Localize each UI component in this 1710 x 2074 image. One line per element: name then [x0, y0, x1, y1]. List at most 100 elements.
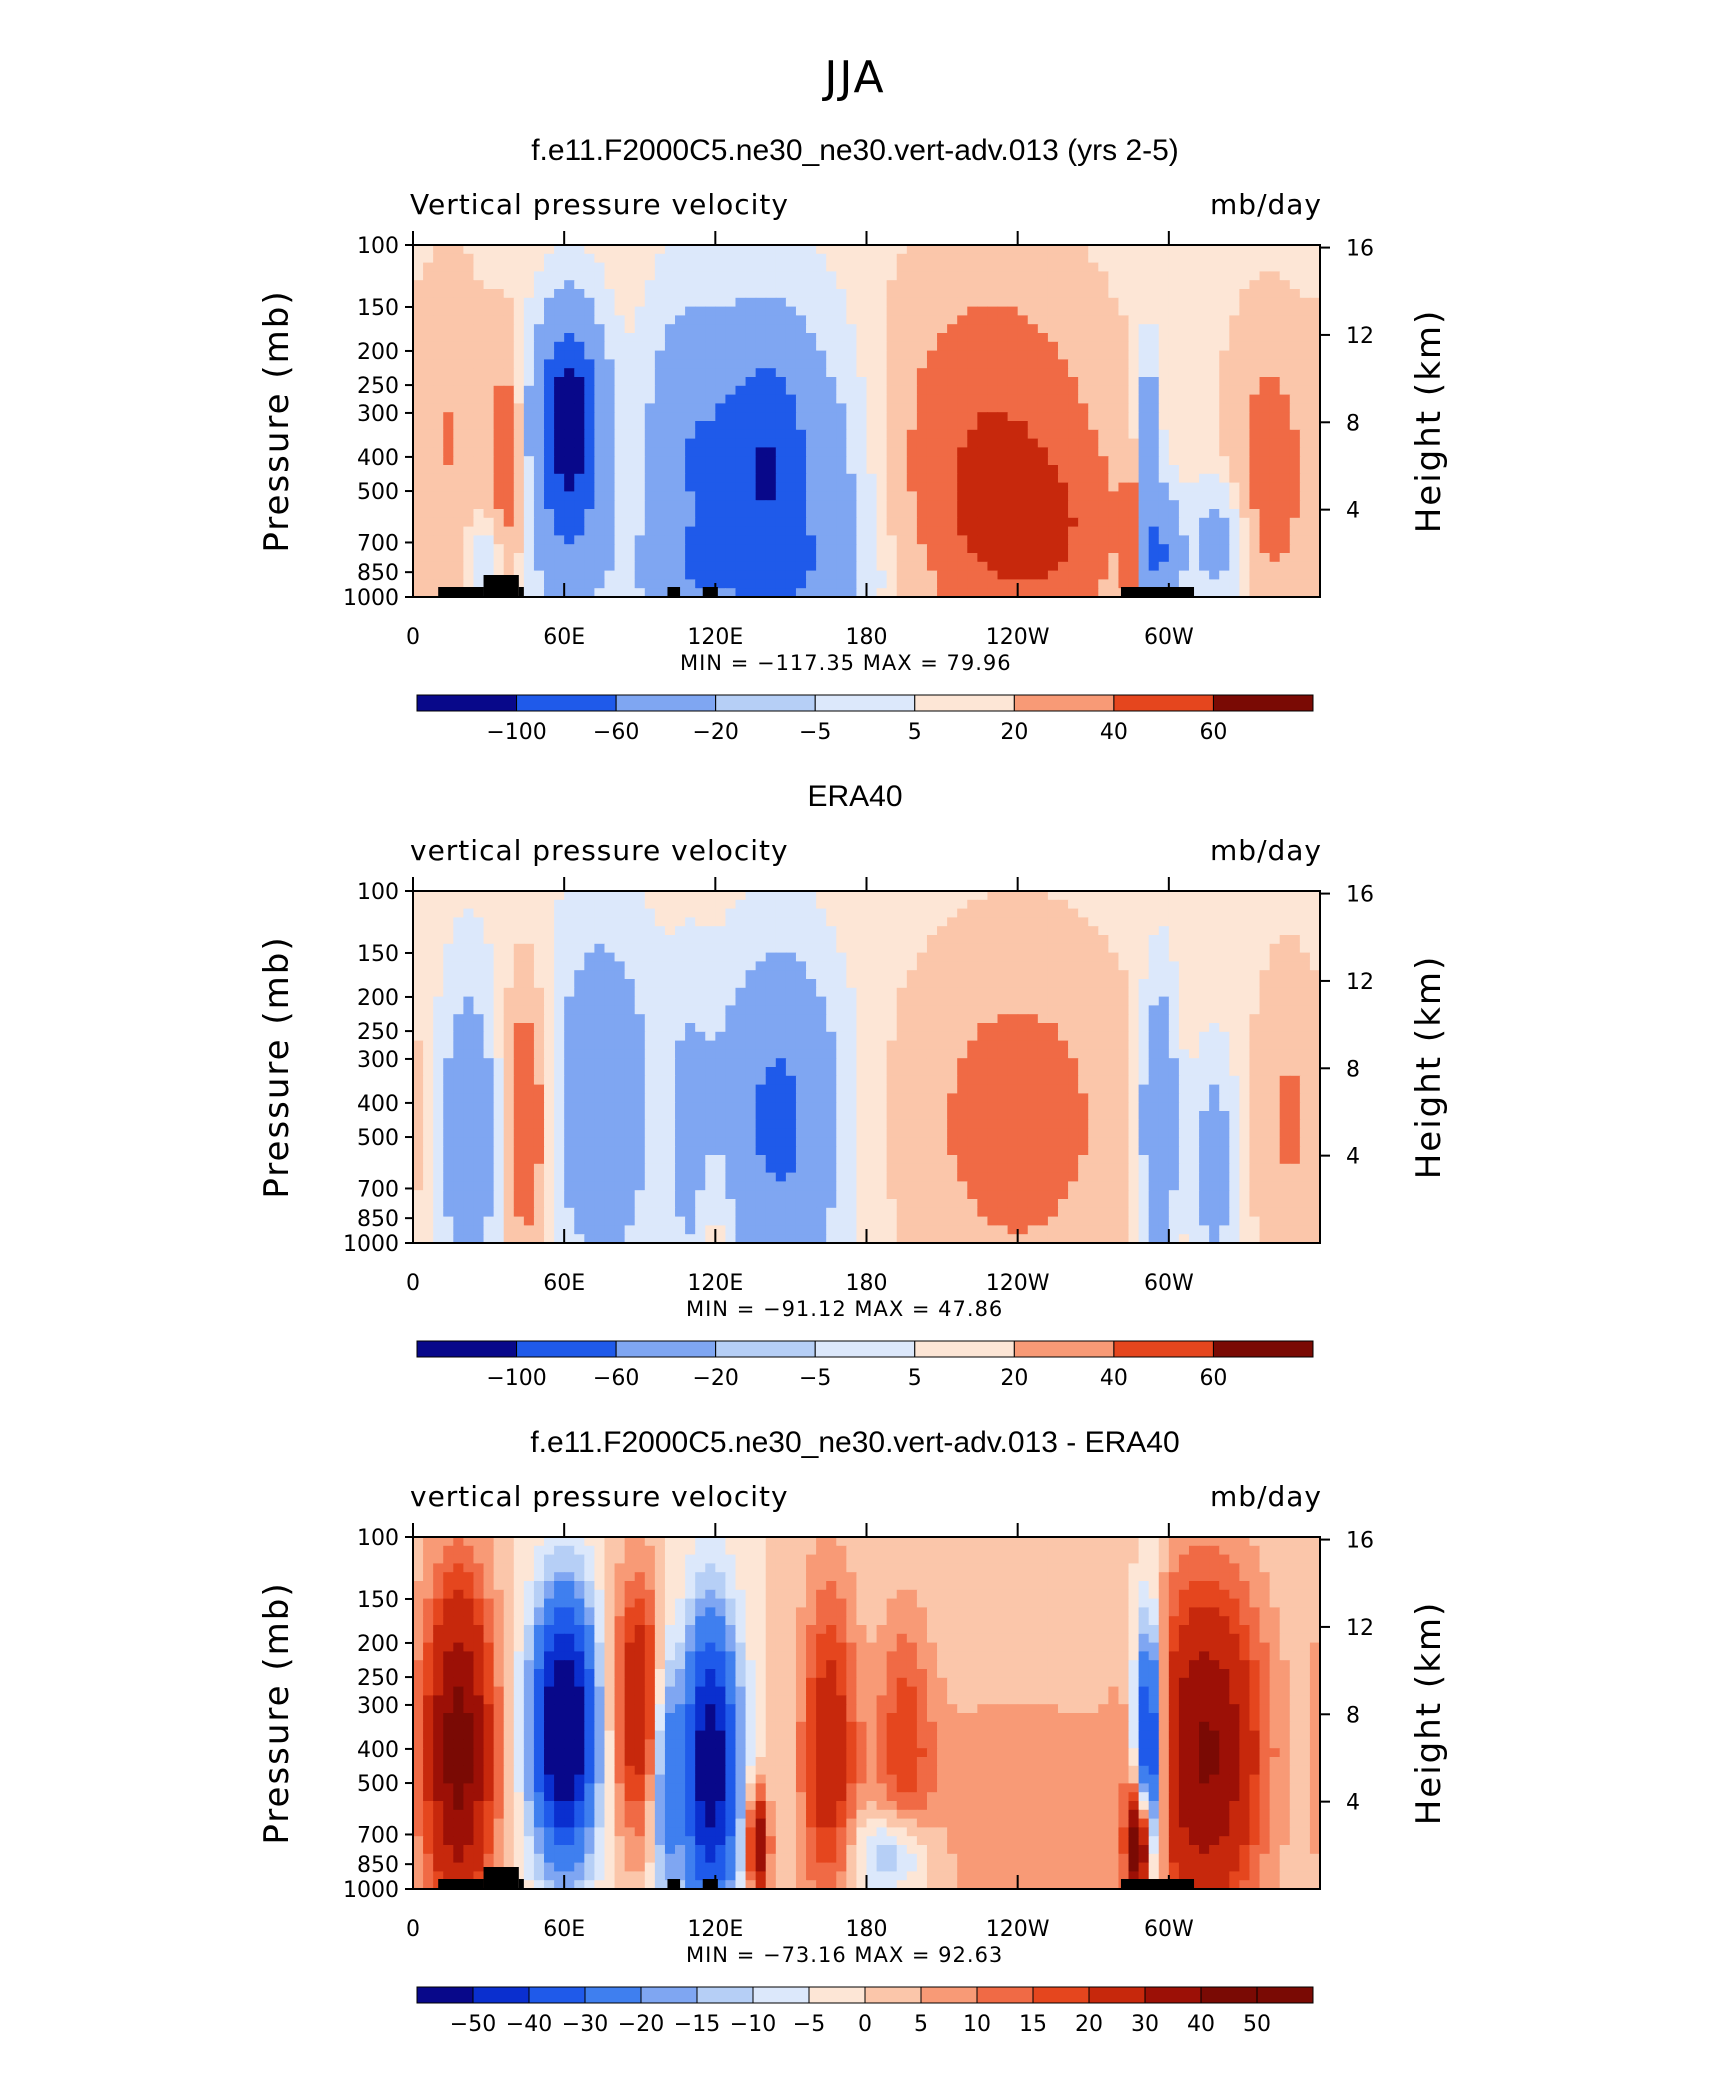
heatmap-cell: [1219, 333, 1230, 343]
heatmap-cell: [614, 289, 626, 299]
heatmap-cell: [503, 561, 515, 572]
heatmap-cell: [937, 917, 948, 927]
heatmap-cell: [715, 412, 727, 422]
heatmap-cell: [1229, 394, 1240, 404]
heatmap-cell: [453, 447, 464, 457]
heatmap-cell: [695, 403, 706, 413]
heatmap-cell: [1148, 535, 1160, 545]
heatmap-cell: [937, 447, 948, 457]
heatmap-cell: [876, 926, 888, 936]
heatmap-cell: [1158, 324, 1170, 334]
heatmap-cell: [554, 412, 565, 422]
heatmap-cell: [644, 368, 656, 378]
heatmap-cell: [1289, 447, 1301, 457]
heatmap-cell: [957, 935, 968, 945]
heatmap-cell: [1289, 412, 1301, 422]
heatmap-cell: [906, 473, 918, 484]
heatmap-cell: [614, 891, 626, 901]
heatmap-cell: [1027, 385, 1039, 396]
heatmap-cell: [735, 385, 747, 396]
heatmap-cell: [1299, 561, 1311, 572]
heatmap-cell: [1289, 917, 1301, 927]
heatmap-cell: [1168, 961, 1180, 971]
heatmap-cell: [443, 253, 454, 264]
heatmap-cell: [1239, 412, 1251, 422]
heatmap-cell: [1309, 341, 1321, 352]
heatmap-cell: [1299, 377, 1311, 387]
heatmap-cell: [473, 359, 485, 369]
heatmap-cell: [916, 315, 928, 325]
heatmap-cell: [423, 368, 434, 378]
heatmap-cell: [755, 297, 767, 308]
heatmap-cell: [1178, 553, 1190, 563]
heatmap-cell: [1289, 315, 1301, 325]
panel-2-min-max: MIN = −91.12 MAX = 47.86: [686, 1297, 1004, 1321]
heatmap-cell: [503, 917, 515, 927]
heatmap-cell: [715, 1005, 727, 1015]
pressure-tick-label: 200: [357, 340, 399, 365]
heatmap-cell: [765, 509, 777, 519]
heatmap-cell: [584, 926, 595, 936]
heatmap-cell: [967, 315, 978, 325]
heatmap-cell: [1259, 324, 1271, 334]
heatmap-cell: [554, 561, 565, 572]
heatmap-cell: [1299, 509, 1311, 519]
heatmap-cell: [1289, 368, 1301, 378]
heatmap-cell: [1007, 517, 1019, 528]
heatmap-cell: [463, 359, 475, 369]
heatmap-cell: [614, 403, 626, 413]
heatmap-cell: [544, 324, 555, 334]
heatmap-cell: [886, 377, 898, 387]
heatmap-cell: [675, 535, 686, 545]
heatmap-cell: [735, 324, 747, 334]
heatmap-cell: [1088, 412, 1099, 422]
heatmap-cell: [1138, 526, 1150, 536]
heatmap-cell: [1188, 979, 1200, 989]
heatmap-cell: [604, 553, 616, 563]
heatmap-cell: [896, 429, 908, 440]
heatmap-cell: [503, 926, 515, 936]
heatmap-cell: [1168, 271, 1180, 281]
heatmap-cell: [685, 544, 696, 554]
heatmap-cell: [765, 561, 777, 572]
heatmap-cell: [876, 570, 888, 580]
heatmap-cell: [725, 952, 737, 962]
heatmap-cell: [1088, 429, 1099, 440]
heatmap-cell: [947, 1005, 958, 1015]
heatmap-cell: [1269, 324, 1281, 334]
heatmap-cell: [1168, 306, 1180, 316]
heatmap-cell: [1249, 996, 1261, 1006]
heatmap-cell: [1209, 891, 1220, 901]
heatmap-cell: [1027, 262, 1039, 272]
heatmap-cell: [473, 561, 485, 572]
longitude-tick-label: 120W: [986, 625, 1050, 650]
heatmap-cell: [473, 544, 485, 554]
heatmap-cell: [1027, 1005, 1039, 1015]
heatmap-cells: [413, 891, 1321, 1244]
heatmap-cell: [1239, 526, 1251, 536]
heatmap-cell: [826, 377, 837, 387]
heatmap-cell: [634, 350, 646, 360]
heatmap-cell: [896, 899, 908, 910]
heatmap-cell: [886, 1014, 898, 1024]
heatmap-cell: [1047, 333, 1059, 343]
heatmap-cell: [554, 491, 565, 501]
heatmap-cell: [695, 1005, 706, 1015]
heatmap-cell: [906, 359, 918, 369]
heatmap-cell: [705, 917, 716, 927]
heatmap-cell: [1098, 333, 1109, 343]
heatmap-cell: [1209, 917, 1220, 927]
heatmap-cell: [1259, 289, 1271, 299]
heatmap-cell: [1037, 935, 1049, 945]
heatmap-cell: [685, 935, 696, 945]
heatmap-cell: [1037, 961, 1049, 971]
heatmap-cell: [1209, 359, 1220, 369]
heatmap-cell: [1057, 394, 1069, 404]
heatmap-cell: [1007, 377, 1019, 387]
heatmap-cell: [533, 297, 545, 308]
heatmap-cell: [906, 315, 918, 325]
heatmap-cell: [806, 917, 817, 927]
heatmap-cell: [806, 544, 817, 554]
heatmap-cell: [886, 961, 898, 971]
heatmap-cell: [685, 271, 696, 281]
